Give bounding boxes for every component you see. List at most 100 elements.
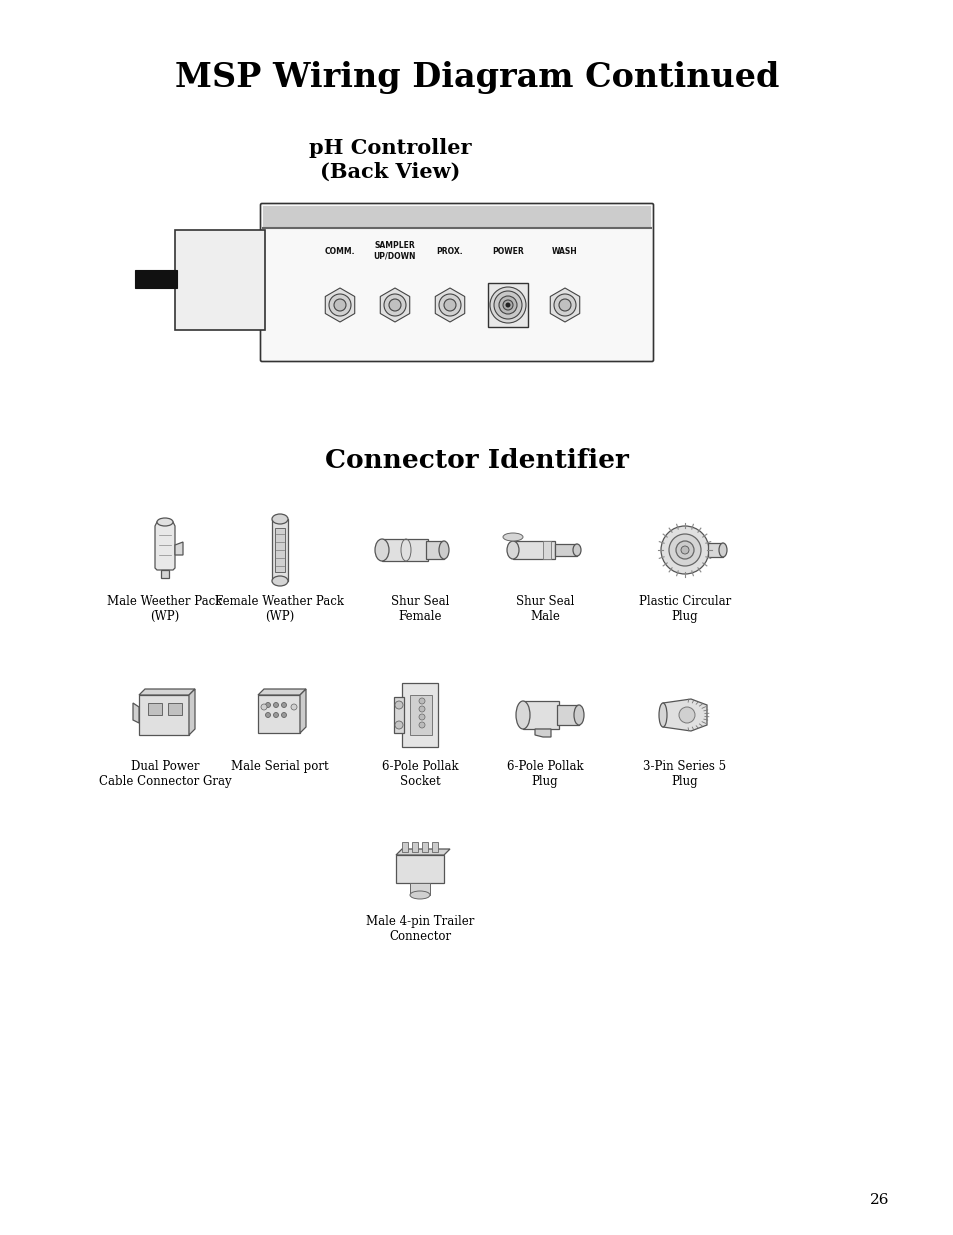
Circle shape: [418, 714, 424, 720]
Bar: [161, 571, 169, 578]
Circle shape: [558, 299, 571, 311]
Circle shape: [265, 703, 271, 708]
Circle shape: [274, 703, 278, 708]
Ellipse shape: [375, 538, 389, 561]
Bar: [557, 705, 578, 725]
Circle shape: [389, 299, 400, 311]
Text: SAMPLER
UP/DOWN: SAMPLER UP/DOWN: [374, 241, 416, 261]
Ellipse shape: [272, 576, 288, 585]
Text: POWER: POWER: [492, 247, 523, 256]
Ellipse shape: [502, 534, 522, 541]
Polygon shape: [535, 729, 551, 737]
Ellipse shape: [410, 890, 430, 899]
Ellipse shape: [719, 543, 726, 557]
Bar: [272, 519, 288, 580]
Text: 3-Pin Series 5
Plug: 3-Pin Series 5 Plug: [642, 760, 726, 788]
Polygon shape: [550, 288, 579, 322]
Text: (Back View): (Back View): [319, 162, 459, 182]
Circle shape: [281, 703, 286, 708]
Text: 6-Pole Pollak
Socket: 6-Pole Pollak Socket: [381, 760, 457, 788]
Polygon shape: [662, 699, 706, 731]
Ellipse shape: [506, 541, 518, 559]
Bar: [135, 270, 177, 288]
Polygon shape: [299, 689, 306, 734]
Text: Plastic Circular
Plug: Plastic Circular Plug: [639, 595, 730, 622]
Text: Male Weether Pack
(WP): Male Weether Pack (WP): [107, 595, 222, 622]
Bar: [401, 842, 408, 852]
Circle shape: [418, 698, 424, 704]
Ellipse shape: [574, 705, 583, 725]
Bar: [168, 703, 182, 715]
Bar: [421, 842, 428, 852]
Circle shape: [490, 287, 525, 324]
Circle shape: [291, 704, 296, 710]
Circle shape: [334, 299, 346, 311]
Circle shape: [265, 713, 271, 718]
Circle shape: [668, 534, 700, 566]
Bar: [381, 538, 428, 561]
Circle shape: [418, 722, 424, 727]
Circle shape: [679, 706, 695, 722]
Polygon shape: [174, 542, 183, 555]
Circle shape: [554, 294, 576, 316]
FancyBboxPatch shape: [260, 204, 653, 362]
Text: Dual Power
Cable Connector Gray: Dual Power Cable Connector Gray: [98, 760, 231, 788]
Bar: [174, 230, 265, 330]
Polygon shape: [380, 288, 409, 322]
Bar: [707, 543, 722, 557]
Circle shape: [680, 546, 688, 555]
Circle shape: [498, 296, 517, 314]
Bar: [395, 855, 443, 883]
Circle shape: [502, 300, 513, 310]
Circle shape: [438, 294, 460, 316]
Bar: [139, 695, 189, 735]
Circle shape: [329, 294, 351, 316]
Circle shape: [660, 526, 708, 574]
Text: Shur Seal
Female: Shur Seal Female: [391, 595, 449, 622]
Circle shape: [274, 713, 278, 718]
Polygon shape: [154, 522, 174, 571]
Text: COMM.: COMM.: [324, 247, 355, 256]
Circle shape: [443, 299, 456, 311]
Bar: [513, 541, 555, 559]
Bar: [410, 695, 432, 735]
Circle shape: [261, 704, 267, 710]
Text: Female Weather Pack
(WP): Female Weather Pack (WP): [215, 595, 344, 622]
Text: Connector Identifier: Connector Identifier: [325, 447, 628, 473]
Bar: [412, 842, 417, 852]
Bar: [148, 703, 162, 715]
Polygon shape: [132, 703, 139, 722]
Circle shape: [418, 706, 424, 713]
Bar: [522, 701, 558, 729]
Text: Shur Seal
Male: Shur Seal Male: [516, 595, 574, 622]
Polygon shape: [257, 689, 306, 695]
Polygon shape: [435, 288, 464, 322]
Polygon shape: [325, 288, 355, 322]
Circle shape: [395, 721, 402, 729]
Bar: [394, 697, 403, 734]
Text: 26: 26: [869, 1193, 889, 1207]
Circle shape: [384, 294, 406, 316]
Text: PROX.: PROX.: [436, 247, 463, 256]
Bar: [432, 842, 437, 852]
Text: 6-Pole Pollak
Plug: 6-Pole Pollak Plug: [506, 760, 582, 788]
Text: Male 4-pin Trailer
Connector: Male 4-pin Trailer Connector: [365, 915, 474, 944]
Bar: [257, 695, 299, 734]
Circle shape: [281, 713, 286, 718]
Text: pH Controller: pH Controller: [309, 138, 471, 158]
Bar: [263, 206, 650, 228]
Text: MSP Wiring Diagram Continued: MSP Wiring Diagram Continued: [174, 62, 779, 95]
Ellipse shape: [157, 517, 172, 526]
Ellipse shape: [272, 514, 288, 524]
Bar: [426, 541, 443, 559]
Bar: [274, 529, 285, 572]
Ellipse shape: [659, 703, 666, 727]
Bar: [542, 541, 551, 559]
Bar: [410, 883, 430, 895]
Text: WASH: WASH: [552, 247, 578, 256]
Bar: [401, 683, 437, 747]
Polygon shape: [395, 848, 450, 855]
Ellipse shape: [573, 543, 580, 556]
Ellipse shape: [516, 701, 530, 729]
Bar: [555, 543, 577, 556]
